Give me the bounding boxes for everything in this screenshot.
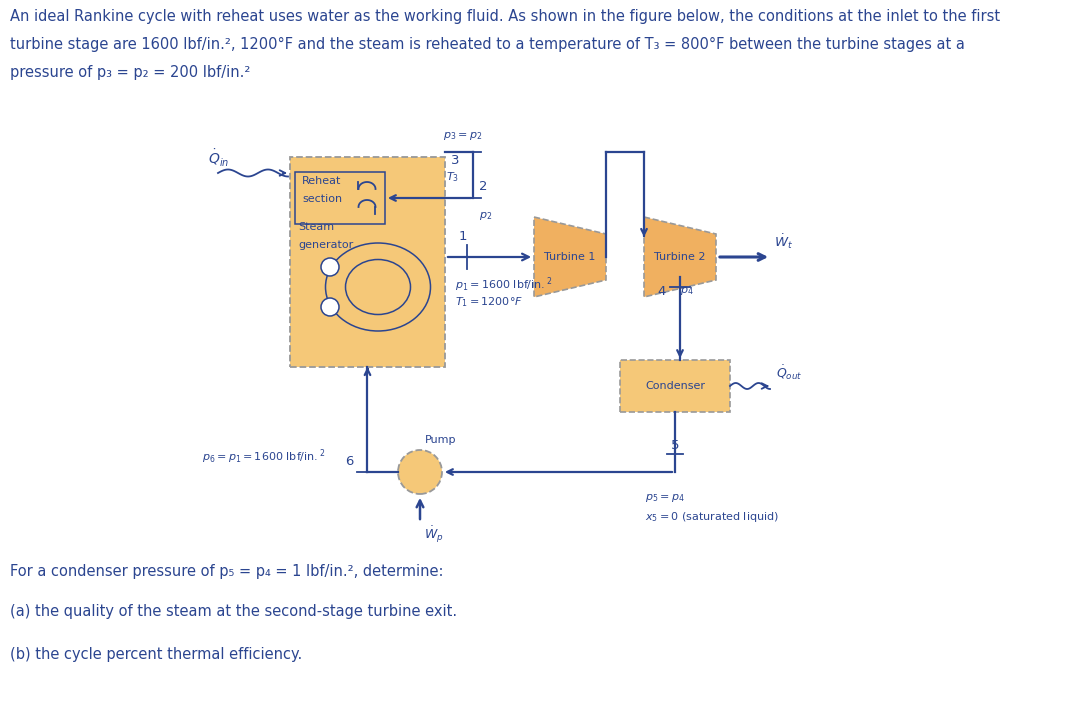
Text: $p_2$: $p_2$ — [479, 210, 493, 222]
Text: $p_5 = p_4$: $p_5 = p_4$ — [645, 492, 684, 504]
Text: Reheat: Reheat — [302, 176, 342, 186]
Text: 3: 3 — [451, 154, 459, 167]
Text: $x_5 = 0$ (saturated liquid): $x_5 = 0$ (saturated liquid) — [645, 510, 779, 524]
Text: generator: generator — [298, 240, 353, 250]
Text: Condenser: Condenser — [645, 381, 705, 391]
Text: section: section — [302, 194, 342, 204]
Text: $\dot{Q}_{out}$: $\dot{Q}_{out}$ — [776, 363, 802, 382]
Text: $p_6 = p_1 = 1600\ \mathrm{lbf/in.}^2$: $p_6 = p_1 = 1600\ \mathrm{lbf/in.}^2$ — [202, 448, 326, 466]
Text: $T_1 = 1200°F$: $T_1 = 1200°F$ — [455, 295, 523, 309]
Text: $p_4$: $p_4$ — [680, 285, 694, 297]
Text: 6: 6 — [345, 455, 353, 468]
Text: 5: 5 — [670, 439, 679, 452]
Text: Steam: Steam — [298, 222, 334, 232]
Text: $\dot{Q}_{in}$: $\dot{Q}_{in}$ — [208, 148, 229, 169]
Text: Pump: Pump — [425, 435, 456, 445]
Text: (b) the cycle percent thermal efficiency.: (b) the cycle percent thermal efficiency… — [10, 647, 302, 662]
Polygon shape — [534, 217, 606, 297]
Text: $\dot{W}_t$: $\dot{W}_t$ — [774, 232, 794, 251]
Text: Turbine 2: Turbine 2 — [654, 252, 706, 262]
Bar — [620, 360, 730, 412]
Text: pressure of p₃ = p₂ = 200 lbf/in.²: pressure of p₃ = p₂ = 200 lbf/in.² — [10, 65, 251, 80]
Text: 1: 1 — [458, 230, 467, 243]
Bar — [290, 157, 444, 367]
Circle shape — [398, 450, 442, 494]
Text: $p_1 = 1600\ \mathrm{lbf/in.}^2$: $p_1 = 1600\ \mathrm{lbf/in.}^2$ — [455, 275, 553, 294]
Text: 4: 4 — [658, 285, 666, 298]
Text: turbine stage are 1600 lbf/in.², 1200°F and the steam is reheated to a temperatu: turbine stage are 1600 lbf/in.², 1200°F … — [10, 37, 965, 52]
Text: For a condenser pressure of p₅ = p₄ = 1 lbf/in.², determine:: For a condenser pressure of p₅ = p₄ = 1 … — [10, 564, 443, 579]
Text: $\dot{W}_p$: $\dot{W}_p$ — [424, 524, 443, 544]
Text: Turbine 1: Turbine 1 — [544, 252, 595, 262]
Text: $T_3$: $T_3$ — [446, 170, 459, 184]
Text: An ideal Rankine cycle with reheat uses water as the working fluid. As shown in : An ideal Rankine cycle with reheat uses … — [10, 9, 1000, 24]
Circle shape — [321, 298, 340, 316]
Text: 2: 2 — [479, 180, 487, 193]
Text: (a) the quality of the steam at the second-stage turbine exit.: (a) the quality of the steam at the seco… — [10, 604, 457, 619]
Circle shape — [321, 258, 340, 276]
Polygon shape — [644, 217, 716, 297]
Text: $p_3=p_2$: $p_3=p_2$ — [443, 130, 483, 142]
Bar — [295, 172, 384, 224]
